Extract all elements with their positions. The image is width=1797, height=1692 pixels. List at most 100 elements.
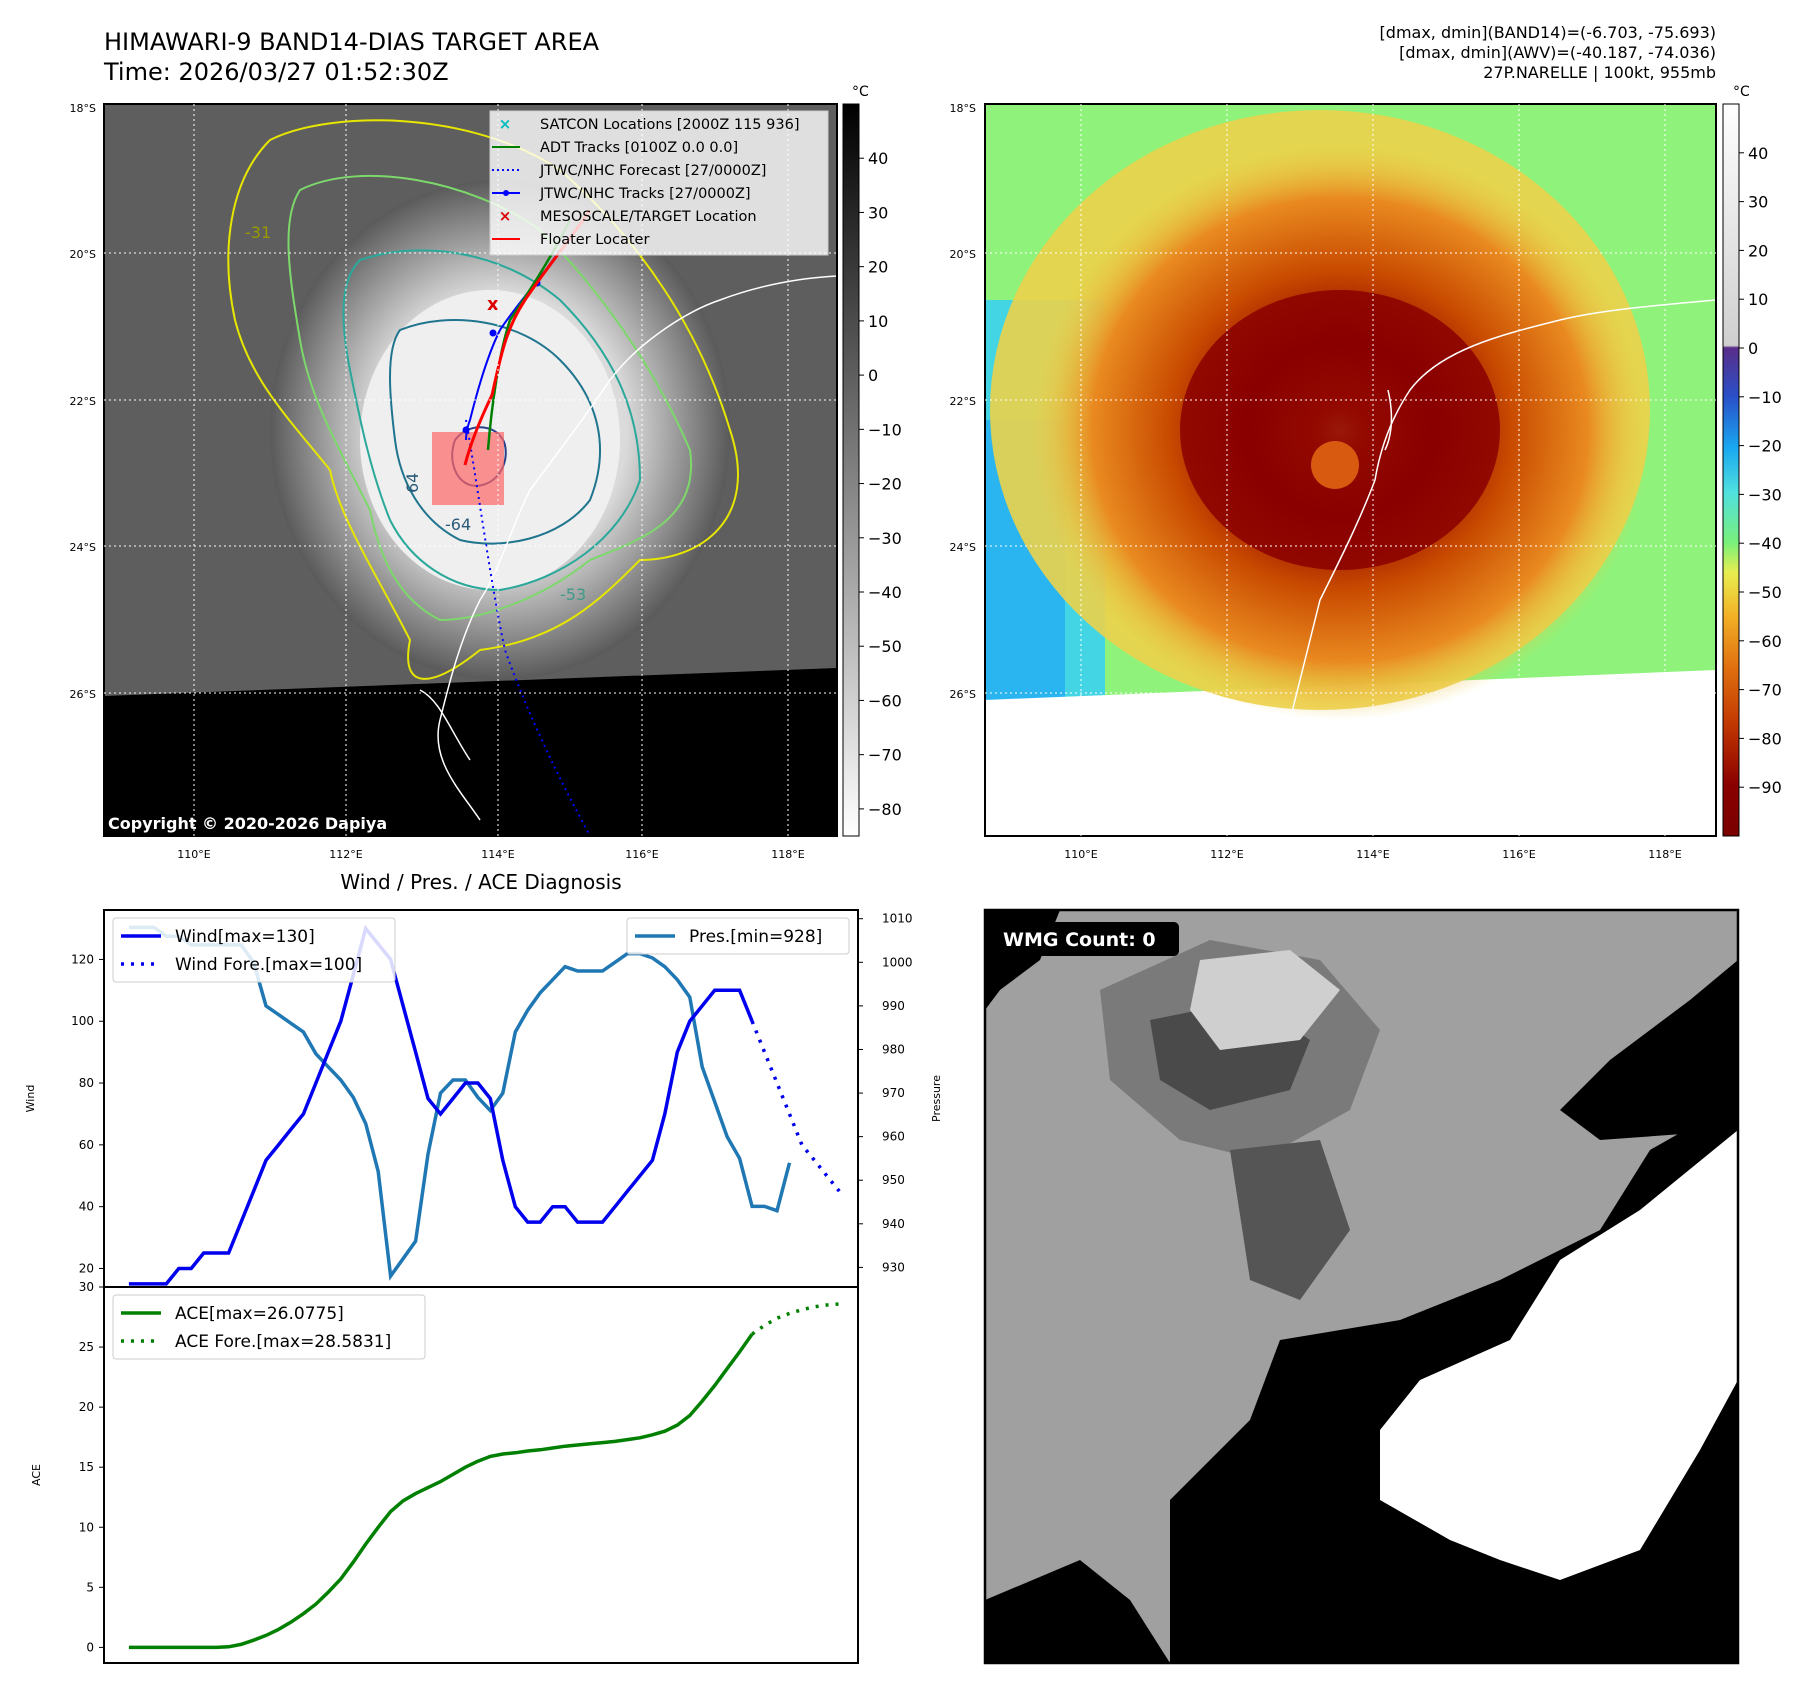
chart-legend-box — [112, 1294, 426, 1360]
colorbar-tick-label: −10 — [1748, 388, 1782, 407]
contour-label: 64 — [403, 473, 422, 493]
color-lon-labels: 110°E 112°E 114°E 116°E 118°E — [1064, 848, 1681, 861]
colorbar-tick-label: 30 — [868, 203, 888, 222]
lon-label: 118°E — [771, 848, 804, 861]
lon-label: 114°E — [1356, 848, 1389, 861]
chart-legend-box — [626, 917, 850, 955]
figure-time: Time: 2026/03/27 01:52:30Z — [103, 58, 449, 86]
legend-entry: × MESOSCALE/TARGET Location — [499, 207, 757, 225]
legend-label: MESOSCALE/TARGET Location — [540, 209, 757, 225]
y2-tick-label: 1000 — [882, 955, 913, 969]
lat-label: 20°S — [950, 248, 976, 261]
colorbar-tick-label: −60 — [868, 691, 902, 710]
legend-label: JTWC/NHC Forecast [27/0000Z] — [539, 163, 766, 179]
y-tick-label: 80 — [79, 1076, 94, 1090]
color-cdo — [1180, 290, 1500, 570]
colorbar-tick-label: −40 — [1748, 534, 1782, 553]
wmg-label-box — [993, 922, 1179, 956]
legend-box — [489, 110, 829, 256]
diagnosis-title: Wind / Pres. / ACE Diagnosis — [340, 870, 621, 894]
color-gridlines — [985, 104, 1716, 836]
target-area-box — [432, 432, 504, 505]
y-tick-label: 120 — [71, 952, 94, 966]
chart-legend-box — [112, 917, 396, 983]
contour-label: -53 — [560, 585, 586, 604]
colorbar-unit: °C — [1733, 84, 1750, 100]
y-tick-label: 25 — [79, 1340, 94, 1354]
chart-legend-label: ACE[max=26.0775] — [175, 1304, 344, 1324]
colorbar-tick-label: −60 — [1748, 632, 1782, 651]
colorbar-gradient — [1722, 103, 1740, 837]
color-nodata-region — [985, 670, 1716, 836]
legend-marker: × — [499, 115, 512, 133]
lon-label: 116°E — [625, 848, 658, 861]
wmg-white-region — [1380, 1130, 1738, 1580]
lon-label: 114°E — [481, 848, 514, 861]
legend-entry: JTWC/NHC Forecast [27/0000Z] — [492, 163, 766, 179]
legend-entry: × SATCON Locations [2000Z 115 936] — [499, 115, 800, 133]
y2-tick-label: 960 — [882, 1130, 905, 1144]
lon-label: 112°E — [1210, 848, 1243, 861]
y2-axis-label: Pressure — [930, 1075, 943, 1122]
y2-tick-label: 1010 — [882, 912, 913, 926]
forecast-track — [465, 419, 591, 836]
lat-label: 18°S — [950, 102, 976, 115]
y2-tick-label: 950 — [882, 1173, 905, 1187]
y2-tick-label: 970 — [882, 1086, 905, 1100]
y-tick-label: 40 — [79, 1200, 94, 1214]
legend-label: SATCON Locations [2000Z 115 936] — [540, 117, 799, 133]
colorbar-tick-label: 30 — [1748, 193, 1768, 212]
wmg-black-region — [985, 1560, 1170, 1663]
lat-label: 22°S — [950, 395, 976, 408]
y-axis-label: Wind — [24, 1085, 37, 1113]
wind-pressure-chart: 20 40 60 80 100 120 Wind 930 940 950 960 970 980 990 1… — [24, 909, 943, 1288]
y-tick-label: 15 — [79, 1460, 94, 1474]
y-axis-label: ACE — [30, 1464, 43, 1486]
lat-label: 20°S — [70, 248, 96, 261]
y-tick-label: 30 — [79, 1280, 94, 1294]
lon-label: 118°E — [1648, 848, 1681, 861]
y-tick-label: 60 — [79, 1138, 94, 1152]
colorbar-tick-label: −40 — [868, 583, 902, 602]
colorbar-tick-label: 20 — [868, 258, 888, 277]
legend-entry: ADT Tracks [0100Z 0.0 0.0] — [492, 140, 738, 156]
ir-lon-labels: 110°E 112°E 114°E 116°E 118°E — [177, 848, 804, 861]
legend-entry: JTWC/NHC Tracks [27/0000Z] — [492, 186, 751, 202]
y2-tick-label: 990 — [882, 999, 905, 1013]
wmg-panel: WMG Count: 0 — [983, 908, 1740, 1665]
colorbar-tick-label: −30 — [868, 529, 902, 548]
y2-tick-label: 940 — [882, 1217, 905, 1231]
colorbar-tick-label: −80 — [868, 800, 902, 819]
ir-map-frame — [103, 103, 838, 837]
colorbar-tick-label: −50 — [868, 637, 902, 656]
colorbar-tick-label: −20 — [1748, 437, 1782, 456]
stats-band14: [dmax, dmin](BAND14)=(-6.703, -75.693) — [1380, 23, 1716, 42]
color-colorbar: °C 40 30 20 10 0 −10 −20 −30 −40 −50 −60 −70 −80 −90 — [1722, 84, 1782, 837]
chart-legend-label: Wind Fore.[max=100] — [175, 955, 362, 975]
legend-marker: × — [499, 207, 512, 225]
y2-tick-label: 980 — [882, 1042, 905, 1056]
contour-labels: -31 64 -64 -53 — [245, 223, 586, 604]
legend-label: ADT Tracks [0100Z 0.0 0.0] — [540, 140, 738, 156]
copyright: Copyright © 2020-2026 Dapiya — [108, 814, 387, 833]
legend-label: Floater Locater — [540, 232, 649, 248]
colorbar-gradient — [842, 103, 860, 837]
coastline — [1289, 299, 1716, 721]
colorbar-tick-label: −10 — [868, 420, 902, 439]
colorbar-tick-label: −90 — [1748, 778, 1782, 797]
lon-label: 110°E — [1064, 848, 1097, 861]
wmg-count-label: WMG Count: 0 — [1003, 929, 1156, 951]
lat-label: 22°S — [70, 395, 96, 408]
colorbar-tick-label: −50 — [1748, 583, 1782, 602]
colorbar-tick-label: 10 — [1748, 290, 1768, 309]
color-map-panel — [985, 104, 1716, 836]
color-eye — [1311, 441, 1359, 489]
colorbar-tick-label: 40 — [1748, 144, 1768, 163]
legend-label: JTWC/NHC Tracks [27/0000Z] — [539, 186, 751, 202]
lat-label: 26°S — [950, 688, 976, 701]
colorbar-tick-label: 0 — [868, 366, 878, 385]
lat-label: 18°S — [70, 102, 96, 115]
colorbar-tick-label: −30 — [1748, 485, 1782, 504]
colorbar-tick-label: −70 — [1748, 681, 1782, 700]
